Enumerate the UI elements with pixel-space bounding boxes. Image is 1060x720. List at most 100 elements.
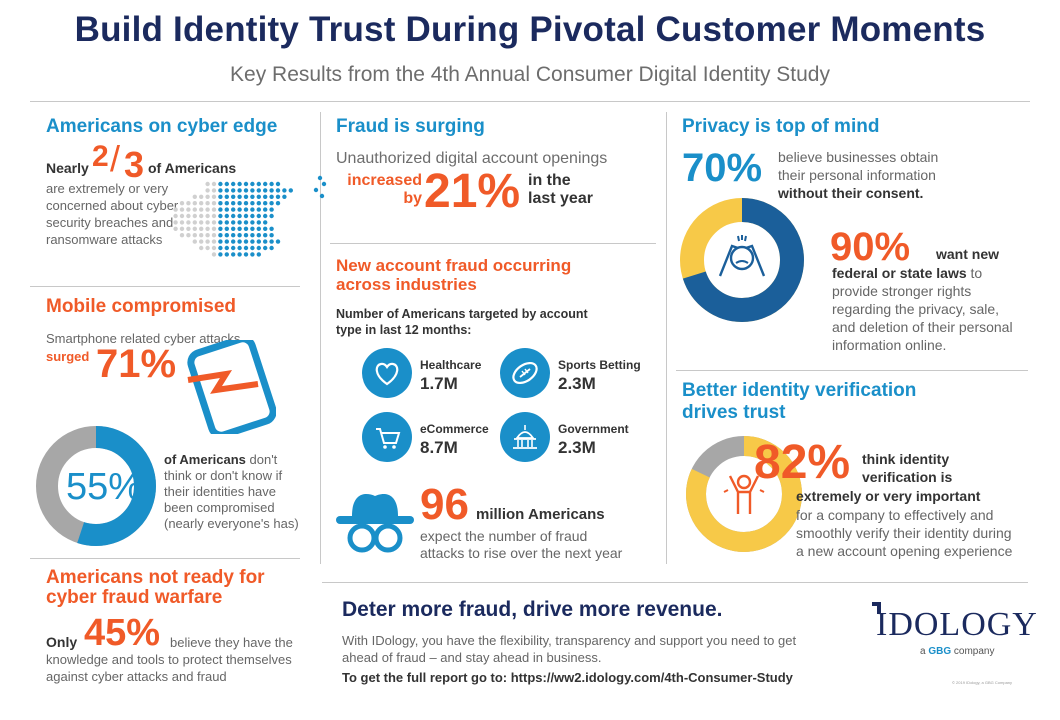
map-dot — [269, 207, 274, 212]
map-dot — [205, 194, 210, 199]
map-dot — [224, 188, 229, 193]
million-americans-label: million Americans — [476, 506, 605, 523]
map-dot — [173, 220, 178, 225]
logo-tagline-a: a — [920, 646, 929, 657]
map-dot — [269, 194, 274, 199]
map-dot — [179, 207, 185, 212]
map-dot — [237, 213, 242, 219]
footer-divider — [322, 582, 1028, 583]
map-dot — [256, 194, 261, 199]
hacker-hat-icon — [336, 494, 414, 553]
map-dot — [205, 181, 210, 187]
new-account-footer-desc: expect the number of fraud attacks to ri… — [420, 528, 622, 562]
mobile-desc1: don't — [245, 452, 278, 467]
privacy-line5: provide stronger rights — [832, 283, 972, 299]
map-dot — [218, 201, 223, 206]
map-dot — [179, 213, 185, 219]
map-dot — [313, 187, 319, 193]
by-label: by — [403, 190, 422, 207]
verification-title: Better identity verification drives trus… — [682, 380, 916, 424]
logo-tagline: a GBG company — [920, 646, 994, 657]
map-dot — [211, 188, 217, 193]
footer-headline: Deter more fraud, drive more revenue. — [342, 598, 723, 621]
industry-label-ecommerce: eCommerce — [420, 422, 489, 436]
column-divider-right — [666, 112, 667, 564]
only-label: Only — [46, 634, 78, 650]
map-dot — [269, 245, 274, 251]
industry-label-healthcare: Healthcare — [420, 358, 482, 372]
map-dot — [205, 207, 210, 212]
map-dot — [250, 239, 255, 244]
map-dot — [256, 207, 261, 212]
footer-line1: With IDology, you have the flexibility, … — [342, 633, 797, 648]
map-dot — [199, 194, 204, 199]
map-dot — [256, 220, 261, 225]
map-dot — [199, 213, 204, 219]
mobile-title: Mobile compromised — [46, 296, 237, 317]
logo-wordmark: IDOLOGY — [876, 606, 1038, 643]
industry-value-healthcare: 1.7M — [420, 374, 458, 393]
map-dot — [243, 213, 249, 219]
last-year-label: last year — [528, 190, 593, 207]
logo-tagline-gbg: GBG — [928, 646, 952, 657]
map-dot — [275, 188, 281, 193]
us-map-dots-icon — [173, 175, 327, 257]
not-ready-desc: knowledge and tools to protect themselve… — [46, 651, 316, 685]
map-dot — [243, 245, 249, 251]
not-ready-45-pct: 45% — [84, 612, 161, 654]
map-dot — [263, 233, 268, 238]
map-dot — [205, 220, 210, 225]
map-dot — [256, 226, 261, 231]
map-dot — [256, 245, 261, 251]
map-dot — [218, 181, 223, 187]
map-dot — [224, 181, 229, 187]
map-dot — [317, 175, 323, 181]
fraction-denominator: 3 — [124, 144, 145, 185]
map-dot — [211, 226, 217, 231]
map-dot — [218, 252, 223, 257]
verification-line3: extremely or very important — [796, 488, 981, 504]
verification-line6: a new account opening experience — [796, 543, 1013, 559]
new-account-desc: Number of Americans targeted by account … — [336, 306, 588, 338]
donut-value-arc — [686, 436, 802, 552]
map-dot — [250, 181, 255, 187]
logo-mark-icon — [872, 602, 881, 614]
header-divider — [30, 101, 1030, 102]
map-dot — [237, 194, 242, 199]
map-dot — [269, 201, 274, 206]
privacy-line4b: to — [966, 265, 983, 281]
map-dot — [243, 252, 249, 257]
fraud-title: Fraud is surging — [336, 116, 485, 137]
footer-cta-link[interactable]: To get the full report go to: https://ww… — [342, 670, 793, 685]
map-dot — [179, 233, 185, 238]
football-icon — [500, 348, 550, 398]
map-dot — [243, 239, 249, 244]
map-dot — [199, 233, 204, 238]
verification-desc: for a company to effectively and smoothl… — [796, 506, 1012, 560]
map-dot — [231, 220, 236, 225]
map-dot — [250, 188, 255, 193]
verification-head: think identity verification is — [862, 450, 952, 486]
map-dot — [256, 233, 261, 238]
map-dot — [263, 188, 268, 193]
map-dot — [218, 188, 223, 193]
map-dot — [173, 213, 178, 219]
map-dot — [186, 220, 191, 225]
new-account-line2: attacks to rise over the next year — [420, 545, 623, 561]
map-dot — [243, 207, 249, 212]
footer-desc: With IDology, you have the flexibility, … — [342, 632, 796, 666]
map-dot — [237, 220, 242, 225]
privacy-line1: believe businesses obtain — [778, 149, 939, 165]
map-dot — [205, 226, 210, 231]
new-account-desc1: Number of Americans targeted by account — [336, 307, 588, 321]
divider-4 — [676, 370, 1028, 371]
map-dot — [211, 181, 217, 187]
donut-value-arc — [36, 426, 156, 546]
map-dot — [218, 245, 223, 251]
map-dot — [218, 207, 223, 212]
industry-label-sports-betting: Sports Betting — [558, 358, 641, 372]
map-dot — [237, 233, 242, 238]
map-dot — [211, 207, 217, 212]
map-dot — [237, 207, 242, 212]
map-dot — [186, 226, 191, 231]
